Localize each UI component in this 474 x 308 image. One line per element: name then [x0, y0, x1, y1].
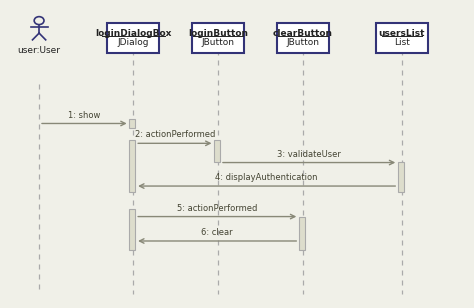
Text: clearButton: clearButton — [273, 29, 333, 38]
Text: user:User: user:User — [18, 46, 61, 55]
Bar — [376, 23, 428, 53]
Bar — [398, 162, 404, 192]
Bar — [192, 23, 244, 53]
Text: JDialog: JDialog — [118, 38, 149, 47]
Bar — [129, 140, 136, 192]
Text: 3: validateUser: 3: validateUser — [277, 150, 341, 159]
Bar — [108, 23, 159, 53]
Text: loginDialogBox: loginDialogBox — [95, 29, 172, 38]
Text: List: List — [394, 38, 410, 47]
Bar — [214, 140, 220, 162]
Text: JButton: JButton — [201, 38, 235, 47]
Bar — [277, 23, 329, 53]
Text: 1: show: 1: show — [68, 111, 100, 120]
Text: 4: displayAuthentication: 4: displayAuthentication — [216, 173, 318, 182]
Text: usersList: usersList — [379, 29, 425, 38]
Bar — [129, 209, 136, 250]
Bar — [129, 119, 136, 128]
Text: JButton: JButton — [286, 38, 319, 47]
Text: 2: actionPerformed: 2: actionPerformed — [135, 130, 215, 139]
Text: 6: clear: 6: clear — [201, 228, 233, 237]
Bar — [299, 217, 305, 250]
Text: 5: actionPerformed: 5: actionPerformed — [177, 204, 257, 213]
Text: loginButton: loginButton — [188, 29, 248, 38]
